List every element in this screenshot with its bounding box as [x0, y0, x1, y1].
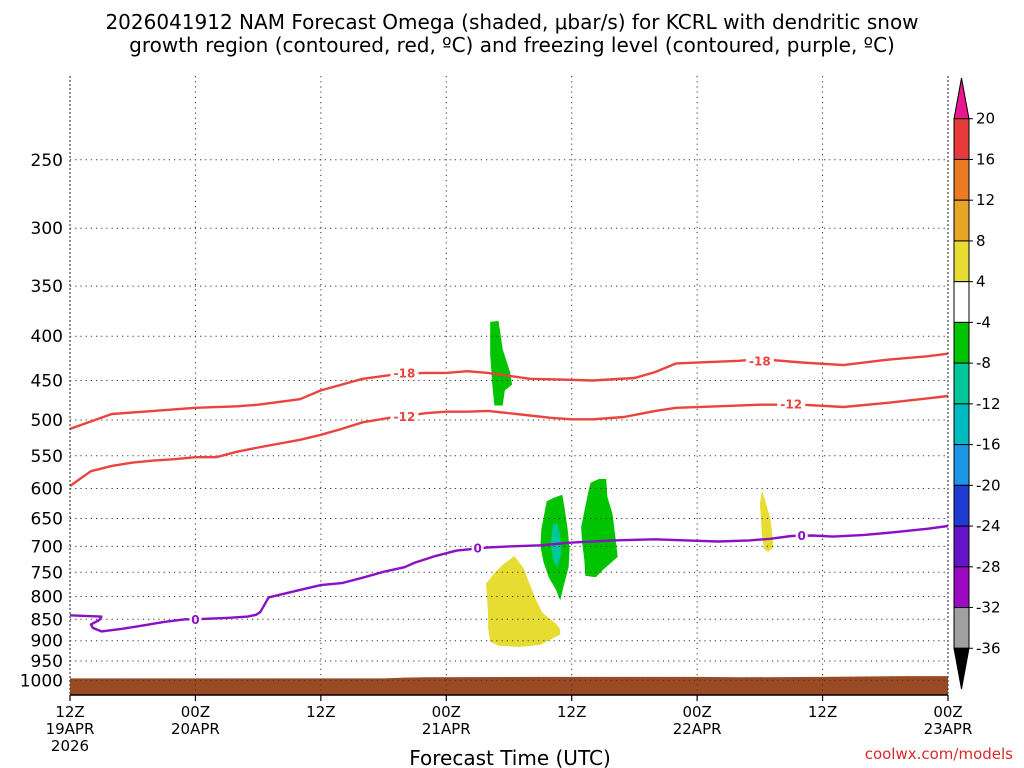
contour-label--12C-2: -12 [780, 397, 802, 411]
omega-shade-3 [581, 479, 618, 578]
y-tick-550: 550 [31, 447, 63, 467]
x-tick-36-line-1: 00Z [432, 703, 461, 721]
contour-label-bg [390, 409, 419, 424]
colorbar: 20 16 12 8 4 -4 -8 -12 -16 -20 -24 -28 -32 -36 [953, 77, 1001, 690]
colorbar-label-8: -12 [976, 395, 1001, 413]
y-tick-500: 500 [31, 411, 63, 431]
gridlines [70, 76, 948, 695]
contour-label-bg [471, 540, 484, 555]
contour-label-bg [745, 353, 774, 368]
y-tick-400: 400 [31, 327, 63, 347]
colorbar-segment-7 [953, 362, 970, 405]
colorbar-segment-4 [953, 240, 970, 283]
colorbar-label-12: -28 [976, 558, 1001, 576]
y-tick-450: 450 [31, 371, 63, 391]
y-tick-350: 350 [31, 277, 63, 297]
contour-label--18C-2: -18 [749, 354, 771, 368]
contour-label--18C-1: -18 [394, 366, 416, 380]
colorbar-label-9: -16 [976, 436, 1001, 454]
y-tick-800: 800 [31, 587, 63, 607]
contour-labels: -18 -18 -12 -12 0 0 0 [189, 353, 808, 627]
colorbar-segment-13 [953, 607, 970, 649]
colorbar-label-4: 8 [976, 232, 986, 250]
x-tick-0-line-2: 19APR [46, 720, 95, 738]
y-tick-1000: 1000 [20, 671, 63, 691]
contour-layer [69, 352, 949, 633]
x-tick-36-line-2: 21APR [422, 720, 471, 738]
y-tick-700: 700 [31, 537, 63, 557]
x-axis-label: Forecast Time (UTC) [409, 746, 611, 768]
x-tick-24-line-1: 12Z [306, 703, 335, 721]
colorbar-segment-6 [953, 321, 970, 364]
x-tick-48-line-1: 12Z [557, 703, 586, 721]
contour--12C [69, 394, 949, 487]
colorbar-label-3: 12 [976, 191, 995, 209]
contour-0C [69, 524, 949, 633]
pressure-axis: 2503003504004505005506006507007508008509… [20, 151, 63, 691]
contour-label-0C-1: 0 [191, 613, 199, 627]
contour--18C [69, 352, 949, 431]
x-tick-60-line-2: 22APR [673, 720, 722, 738]
y-tick-650: 650 [31, 510, 63, 530]
contour-label--12C-1: -12 [394, 410, 416, 424]
colorbar-label-6: -4 [976, 313, 991, 331]
colorbar-segment-1 [953, 118, 970, 160]
colorbar-segment-3 [953, 199, 970, 242]
contour-label-bg [795, 528, 808, 543]
x-tick-0-line-1: 12Z [55, 703, 84, 721]
colorbar-label-5: 4 [976, 273, 986, 291]
y-tick-600: 600 [31, 479, 63, 499]
omega-shading-layer [486, 320, 774, 647]
colorbar-segment-5 [953, 281, 970, 323]
x-tick-60-line-1: 00Z [682, 703, 711, 721]
colorbar-segment-9 [953, 444, 970, 486]
colorbar-bottom-arrow [953, 647, 970, 690]
y-tick-300: 300 [31, 219, 63, 239]
x-tick-84-line-1: 00Z [933, 703, 962, 721]
y-tick-850: 850 [31, 610, 63, 630]
chart-title-line-2: growth region (contoured, red, ºC) and f… [129, 33, 895, 57]
colorbar-top-arrow [953, 77, 970, 120]
x-tick-0-line-3: 2026 [51, 737, 89, 755]
colorbar-label-7: -8 [976, 354, 991, 372]
credit-text: coolwx.com/models [865, 745, 1013, 763]
contour-label-bg [189, 612, 202, 627]
ground-terrain [70, 676, 948, 695]
plot-frame [69, 76, 949, 696]
colorbar-segment-2 [953, 158, 970, 201]
x-tick-84-line-2: 23APR [924, 720, 973, 738]
omega-shade-5 [486, 555, 561, 647]
colorbar-segment-12 [953, 566, 970, 609]
colorbar-label-13: -32 [976, 599, 1001, 617]
y-tick-950: 950 [31, 652, 63, 672]
omega-shade-1 [490, 320, 513, 406]
colorbar-segment-10 [953, 484, 970, 527]
x-tick-12-line-2: 20APR [171, 720, 220, 738]
y-tick-750: 750 [31, 563, 63, 583]
omega-shade-6 [759, 490, 774, 552]
colorbar-segment-11 [953, 525, 970, 568]
colorbar-label-1: 20 [976, 110, 995, 128]
ground-terrain-layer [70, 676, 948, 695]
x-tick-12-line-1: 00Z [181, 703, 210, 721]
x-tick-72-line-1: 12Z [808, 703, 837, 721]
y-tick-250: 250 [31, 151, 63, 171]
contour-label-bg [390, 365, 419, 380]
contour-label-0C-2: 0 [473, 541, 481, 555]
colorbar-label-2: 16 [976, 150, 995, 168]
colorbar-label-11: -24 [976, 517, 1001, 535]
colorbar-label-10: -20 [976, 476, 1001, 494]
colorbar-segment-8 [953, 403, 970, 446]
contour-label-0C-3: 0 [797, 529, 805, 543]
y-tick-900: 900 [31, 632, 63, 652]
chart-title-line-1: 2026041912 NAM Forecast Omega (shaded, μ… [105, 10, 918, 34]
colorbar-label-14: -36 [976, 639, 1001, 657]
contour-label-bg [777, 396, 806, 411]
